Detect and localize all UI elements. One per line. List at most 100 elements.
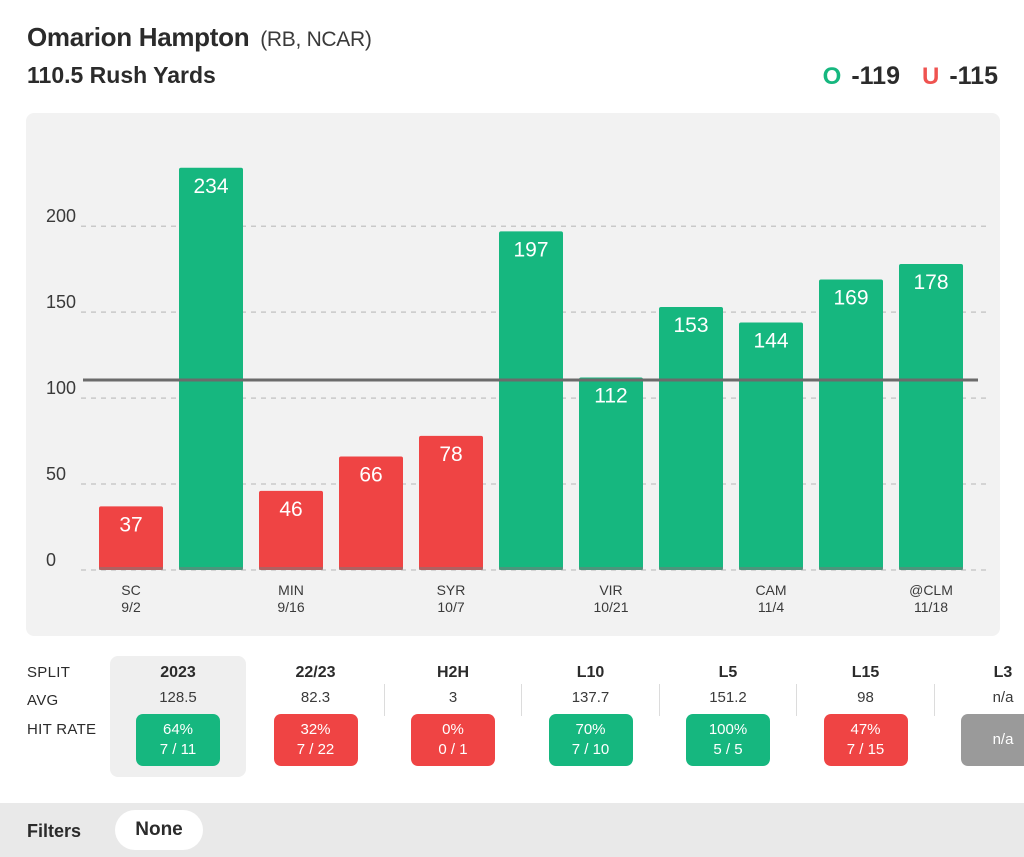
prop-header: Omarion Hampton (RB, NCAR) 110.5 Rush Ya…: [27, 22, 998, 92]
x-tick-date: 10/21: [593, 599, 628, 615]
player-meta: (RB, NCAR): [260, 28, 372, 51]
splits-table: SPLIT AVG HIT RATE 2023 128.5 64% 7 / 11 22/…: [0, 656, 1024, 781]
y-tick-label: 150: [46, 292, 76, 312]
bar-value-label: 234: [193, 175, 228, 198]
bar: [179, 167, 243, 570]
bar: [499, 231, 563, 570]
x-tick-date: 9/2: [121, 599, 141, 615]
hit-rate-badge: n/a: [961, 714, 1024, 766]
hit-rate-badge: 47% 7 / 15: [823, 714, 908, 766]
hit-rate-percent: 70%: [575, 721, 606, 738]
hit-rate-ratio: 7 / 10: [571, 741, 610, 758]
column-divider: [383, 684, 385, 716]
hit-rate-percent: 0%: [442, 721, 464, 738]
bar: [419, 435, 483, 570]
bar-base: [899, 567, 963, 570]
filter-chip[interactable]: None: [115, 810, 203, 850]
split-name: 2023: [160, 664, 196, 681]
split-column-l5[interactable]: L5 151.2 100% 5 / 5: [660, 656, 797, 777]
split-avg: 151.2: [709, 689, 747, 706]
x-tick-team: CAM: [755, 582, 786, 598]
column-divider: [658, 684, 660, 716]
hit-rate-ratio: 7 / 22: [296, 741, 335, 758]
split-column-2023[interactable]: 2023 128.5 64% 7 / 11: [110, 656, 246, 777]
x-tick-date: 11/4: [758, 599, 784, 615]
split-column-l15[interactable]: L15 98 47% 7 / 15: [798, 656, 935, 777]
hit-rate-percent: 47%: [850, 721, 881, 738]
split-avg: 98: [857, 689, 874, 706]
filters-bar: Filters None: [0, 803, 1024, 857]
bar-base: [339, 567, 403, 570]
bar: [259, 490, 323, 570]
over-label: O: [822, 62, 842, 90]
split-avg: n/a: [992, 689, 1014, 706]
bar: [899, 264, 963, 570]
y-tick-label: 100: [46, 378, 76, 398]
bar: [339, 456, 403, 570]
split-column-22-23[interactable]: 22/23 82.3 32% 7 / 22: [248, 656, 385, 777]
split-column-l10[interactable]: L10 137.7 70% 7 / 10: [523, 656, 660, 777]
x-tick-team: MIN: [278, 582, 304, 598]
hit-rate-ratio: 7 / 15: [846, 741, 885, 758]
y-tick-label: 50: [46, 464, 66, 484]
split-avg: 128.5: [159, 689, 197, 706]
bar: [739, 322, 803, 570]
split-row-label: SPLIT: [27, 664, 71, 681]
chart-panel: 0 50 100 150 200 37 234 46 66 78 197 112 153 144 169 17…: [26, 113, 1000, 636]
x-tick-date: 10/7: [437, 599, 464, 615]
hit-rate-ratio: 7 / 11: [159, 741, 197, 758]
hit-rate-row-label: HIT RATE: [27, 721, 97, 738]
hit-rate-ratio: 5 / 5: [713, 741, 743, 758]
hit-rate-badge: 0% 0 / 1: [411, 714, 495, 766]
bar-value-label: 197: [513, 238, 548, 261]
avg-row-label: AVG: [27, 692, 59, 709]
x-tick-team: @CLM: [909, 582, 953, 598]
bar-base: [99, 567, 163, 570]
bar-value-label: 78: [439, 443, 462, 466]
split-avg: 3: [448, 689, 458, 706]
under-label: U: [921, 62, 940, 90]
split-avg: 137.7: [571, 689, 610, 706]
hit-rate-percent: 32%: [300, 721, 331, 738]
y-tick-label: 0: [46, 550, 56, 570]
odds-group: O -119 U -115: [823, 62, 998, 91]
x-tick-team: SYR: [437, 582, 466, 598]
bar-base: [259, 567, 323, 570]
bar: [819, 279, 883, 570]
filters-label: Filters: [27, 821, 82, 841]
split-name: H2H: [436, 664, 469, 681]
hit-rate-percent: 64%: [162, 721, 194, 738]
hit-rate-ratio: 0 / 1: [438, 741, 468, 758]
bar: [99, 506, 163, 570]
split-name: L15: [851, 664, 880, 681]
hit-rate-badge: 32% 7 / 22: [273, 714, 358, 766]
bar-base: [419, 567, 483, 570]
over-odds[interactable]: -119: [851, 62, 900, 90]
column-divider: [521, 684, 522, 716]
split-column-l3[interactable]: L3 n/a n/a: [935, 656, 1024, 777]
hit-rate-badge: 100% 5 / 5: [686, 714, 770, 766]
bar-value-label: 112: [594, 384, 627, 407]
column-divider: [933, 684, 935, 716]
bar-base: [739, 567, 803, 570]
under-odds[interactable]: -115: [949, 62, 998, 90]
split-name: L3: [993, 664, 1013, 681]
rush-yards-chart: 0 50 100 150 200 37 234 46 66 78 197 112 153 144 169 17…: [46, 167, 988, 615]
bar-value-label: 66: [359, 464, 382, 487]
bar-base: [499, 567, 563, 570]
split-name: 22/23: [295, 664, 336, 681]
bar-value-label: 144: [753, 329, 788, 352]
split-column-h2h[interactable]: H2H 3 0% 0 / 1: [385, 656, 522, 777]
y-tick-label: 200: [46, 206, 76, 226]
bar-value-label: 46: [279, 498, 302, 521]
player-name: Omarion Hampton: [27, 22, 250, 52]
hit-rate-badge: 64% 7 / 11: [136, 714, 220, 766]
bar-base: [819, 567, 883, 570]
split-name: L5: [718, 664, 738, 681]
bar-value-label: 37: [119, 513, 142, 536]
hit-rate-percent: n/a: [992, 731, 1014, 748]
bar: [579, 377, 643, 570]
column-divider: [796, 684, 797, 716]
bar: [659, 306, 723, 570]
bar-base: [579, 567, 643, 570]
